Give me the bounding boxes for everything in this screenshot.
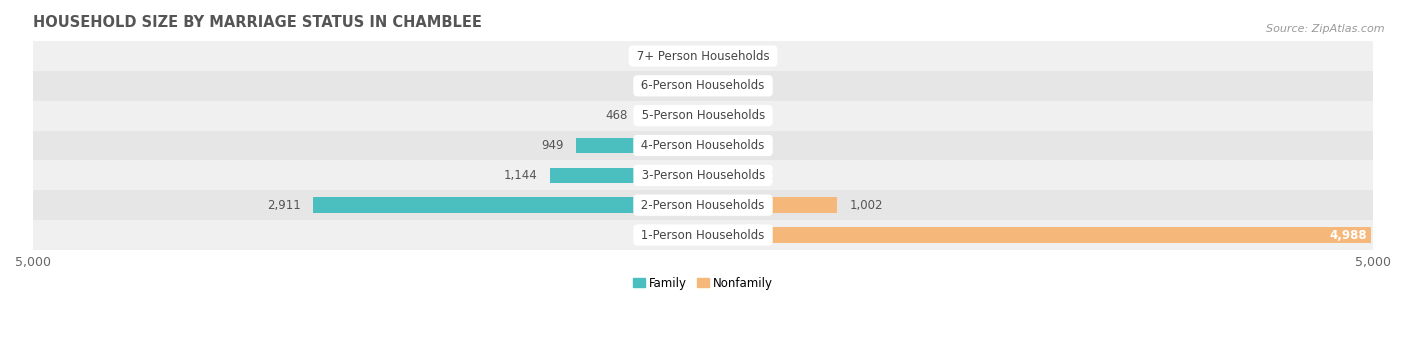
- Text: 40: 40: [720, 109, 735, 122]
- Text: 2,911: 2,911: [267, 199, 301, 212]
- Bar: [32, 190, 1374, 220]
- Bar: [32, 160, 1374, 190]
- Bar: [314, 198, 703, 213]
- Bar: [703, 108, 709, 123]
- Bar: [32, 71, 1374, 101]
- Bar: [703, 227, 1371, 243]
- Bar: [703, 168, 740, 183]
- Text: 4-Person Households: 4-Person Households: [637, 139, 769, 152]
- Bar: [640, 108, 703, 123]
- Bar: [550, 168, 703, 183]
- Text: Source: ZipAtlas.com: Source: ZipAtlas.com: [1267, 24, 1385, 34]
- Bar: [703, 138, 716, 153]
- Bar: [703, 198, 837, 213]
- Bar: [32, 101, 1374, 131]
- Text: 949: 949: [541, 139, 564, 152]
- Text: 272: 272: [752, 169, 775, 182]
- Bar: [703, 78, 707, 94]
- Text: 5-Person Households: 5-Person Households: [637, 109, 769, 122]
- Text: 1,144: 1,144: [503, 169, 537, 182]
- Bar: [32, 131, 1374, 160]
- Text: 33: 33: [720, 79, 734, 92]
- Text: 6-Person Households: 6-Person Households: [637, 79, 769, 92]
- Text: 3-Person Households: 3-Person Households: [637, 169, 769, 182]
- Text: 154: 154: [648, 79, 671, 92]
- Text: 2-Person Households: 2-Person Households: [637, 199, 769, 212]
- Bar: [682, 78, 703, 94]
- Text: 4,988: 4,988: [1329, 228, 1367, 241]
- Text: 7+ Person Households: 7+ Person Households: [633, 50, 773, 63]
- Bar: [576, 138, 703, 153]
- Legend: Family, Nonfamily: Family, Nonfamily: [628, 272, 778, 294]
- Text: 1-Person Households: 1-Person Households: [637, 228, 769, 241]
- Text: 468: 468: [606, 109, 628, 122]
- Bar: [32, 220, 1374, 250]
- Text: 1,002: 1,002: [849, 199, 883, 212]
- Text: HOUSEHOLD SIZE BY MARRIAGE STATUS IN CHAMBLEE: HOUSEHOLD SIZE BY MARRIAGE STATUS IN CHA…: [32, 15, 482, 30]
- Text: 207: 207: [641, 50, 664, 63]
- Bar: [32, 41, 1374, 71]
- Bar: [675, 48, 703, 64]
- Text: 91: 91: [727, 139, 742, 152]
